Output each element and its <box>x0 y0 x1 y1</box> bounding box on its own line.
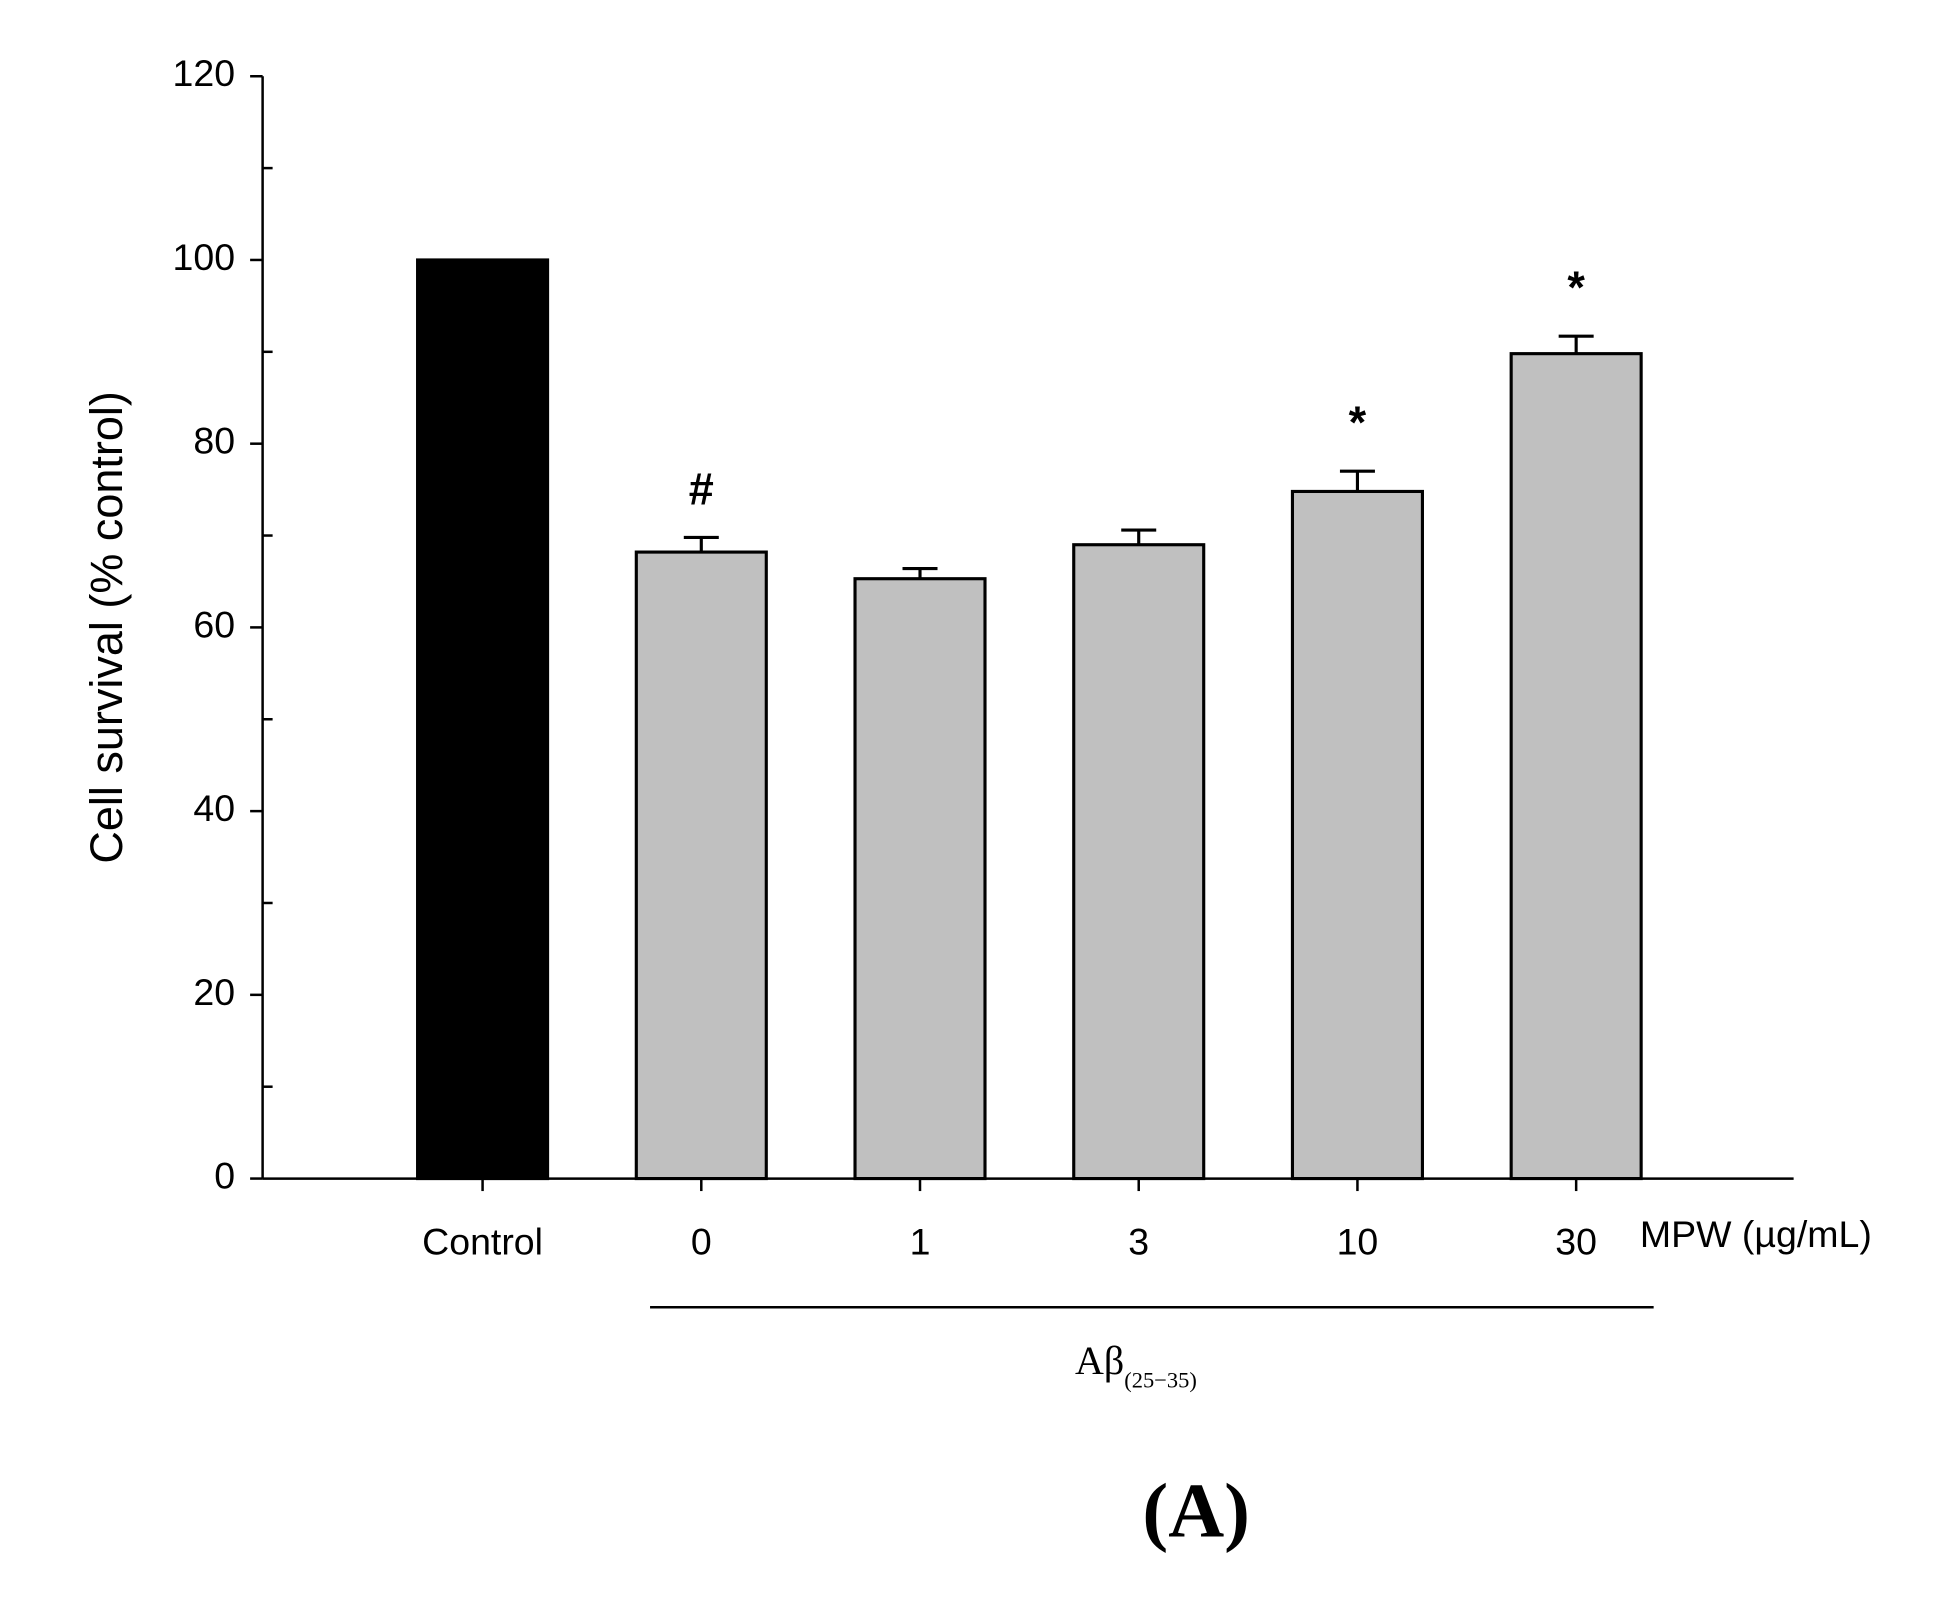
y-tick-label: 80 <box>193 420 235 462</box>
x-tick-label: 30 <box>1555 1221 1597 1263</box>
y-tick-label: 60 <box>193 603 235 645</box>
panel-label: (A) <box>1142 1467 1250 1553</box>
bar <box>634 550 768 1181</box>
x-unit-label: MPW (µg/mL) <box>1640 1213 1872 1255</box>
bar <box>416 258 550 1181</box>
y-tick-label: 120 <box>173 52 236 94</box>
significance-mark: # <box>689 463 714 514</box>
bar <box>1509 352 1643 1181</box>
x-tick-label: 10 <box>1337 1221 1379 1263</box>
bar <box>1290 489 1424 1181</box>
y-tick-label: 20 <box>193 971 235 1013</box>
error-bar <box>683 535 719 553</box>
y-tick-label: 0 <box>214 1154 235 1196</box>
group-label-subscript: (25−35) <box>1124 1367 1197 1392</box>
bar <box>853 577 987 1181</box>
group-label-main: Aβ <box>1075 1338 1124 1383</box>
error-bar <box>1339 469 1375 492</box>
x-tick-label: 0 <box>691 1221 712 1263</box>
significance-mark: * <box>1349 397 1367 448</box>
y-axis-label: Cell survival (% control) <box>81 391 132 863</box>
significance-mark: * <box>1567 262 1585 313</box>
x-tick-label: 1 <box>910 1221 931 1263</box>
x-tick-label: Control <box>422 1221 543 1263</box>
y-tick-label: 40 <box>193 787 235 829</box>
error-bar <box>1121 528 1157 545</box>
bar <box>1072 543 1206 1181</box>
x-tick-label: 3 <box>1128 1221 1149 1263</box>
y-tick-label: 100 <box>173 236 236 278</box>
group-label: Aβ(25−35) <box>1075 1338 1197 1392</box>
error-bar <box>1558 334 1594 354</box>
error-bar <box>902 567 938 579</box>
